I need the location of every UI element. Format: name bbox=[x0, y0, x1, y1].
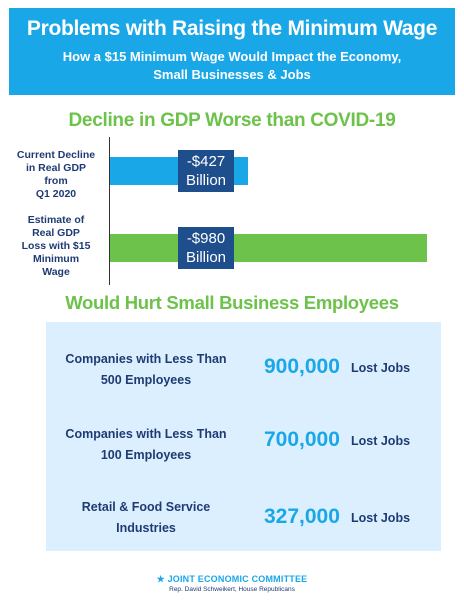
section-title-small-business: Would Hurt Small Business Employees bbox=[65, 292, 399, 313]
row-lost-jobs-number: 700,000 bbox=[264, 428, 340, 451]
bar-label-estimate-line-1: Estimate of bbox=[27, 214, 85, 226]
bar-unit-estimate: Billion bbox=[185, 249, 227, 266]
bar-label-current-line-4: Q1 2020 bbox=[35, 188, 77, 200]
page-subtitle: How a $15 Minimum Wage Would Impact the … bbox=[9, 48, 455, 84]
bar-label-current-line-2: in Real GDP bbox=[25, 162, 87, 174]
row-description: Companies with Less Than 100 Employees bbox=[46, 424, 246, 466]
row-lost-jobs-unit: Lost Jobs bbox=[351, 434, 411, 448]
bar-unit-current: Billion bbox=[185, 172, 227, 189]
row-lost-jobs-unit: Lost Jobs bbox=[351, 511, 411, 525]
chart-title: Decline in GDP Worse than COVID-19 bbox=[68, 110, 396, 131]
row-lost-jobs-unit: Lost Jobs bbox=[351, 361, 411, 375]
row-lost-jobs-number: 900,000 bbox=[264, 355, 340, 378]
row-description-line-2: 100 Employees bbox=[100, 448, 192, 462]
bar-label-current-line-3: from bbox=[44, 175, 68, 187]
row-description: Retail & Food Service Industries bbox=[46, 497, 246, 539]
chart-axis-line bbox=[109, 137, 110, 285]
bar-label-estimate-line-3: Loss with $15 bbox=[21, 240, 91, 252]
bar-label-estimate-line-2: Real GDP bbox=[32, 227, 80, 239]
footer-org-name: JOINT ECONOMIC COMMITTEE bbox=[167, 574, 308, 584]
bar-value-current: -$427 bbox=[186, 153, 226, 170]
bar-value-tag-current: -$427 Billion bbox=[178, 150, 234, 192]
footer-organization: ★ JOINT ECONOMIC COMMITTEE bbox=[0, 574, 464, 585]
row-description-line-2: Industries bbox=[116, 521, 176, 535]
star-icon: ★ bbox=[156, 574, 165, 584]
bar-label-estimate-line-4: Minimum bbox=[32, 253, 80, 265]
bar-value-estimate: -$980 bbox=[186, 230, 226, 247]
subtitle-line-2: Small Businesses & Jobs bbox=[153, 67, 311, 82]
bar-value-tag-estimate: -$980 Billion bbox=[178, 227, 234, 269]
header-banner: Problems with Raising the Minimum Wage H… bbox=[9, 8, 455, 95]
row-description-line-2: 500 Employees bbox=[100, 373, 192, 387]
bar-estimate-loss bbox=[110, 234, 427, 262]
row-description-line-1: Companies with Less Than bbox=[65, 352, 227, 366]
footer-subtitle: Rep. David Schweikert, House Republicans bbox=[169, 586, 295, 593]
bar-label-estimate-line-5: Wage bbox=[42, 266, 70, 278]
bar-label-current-line-1: Current Decline bbox=[16, 149, 96, 161]
subtitle-line-1: How a $15 Minimum Wage Would Impact the … bbox=[62, 49, 402, 64]
row-description-line-1: Retail & Food Service bbox=[81, 500, 211, 514]
row-description-line-1: Companies with Less Than bbox=[65, 427, 227, 441]
lost-jobs-panel: Companies with Less Than 500 Employees 9… bbox=[46, 322, 441, 551]
bar-label-estimate: Estimate of Real GDP Loss with $15 Minim… bbox=[6, 214, 106, 279]
row-description: Companies with Less Than 500 Employees bbox=[46, 349, 246, 391]
bar-label-current: Current Decline in Real GDP from Q1 2020 bbox=[6, 149, 106, 201]
row-lost-jobs-number: 327,000 bbox=[264, 505, 340, 528]
page-title: Problems with Raising the Minimum Wage bbox=[26, 17, 438, 40]
